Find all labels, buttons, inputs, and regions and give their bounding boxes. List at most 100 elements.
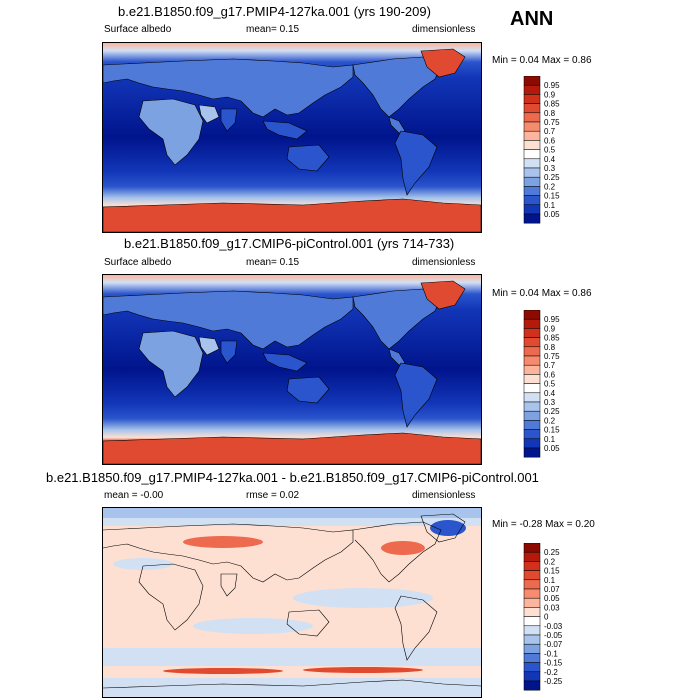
colorbar-tick-label: 0.8 <box>544 109 556 118</box>
panel-3-mean-label: mean = -0.00 <box>104 490 164 501</box>
colorbar-swatch <box>523 204 541 215</box>
panel-1-title: b.e21.B1850.f09_g17.PMIP4-127ka.001 (yrs… <box>118 4 431 19</box>
panel-1-antarctica <box>103 198 481 232</box>
colorbar-tick-label: 0.25 <box>544 407 560 416</box>
colorbar-tick-label: 0.4 <box>544 155 556 164</box>
colorbar-tick-label: 0.6 <box>544 136 556 145</box>
colorbar-swatch <box>523 634 541 645</box>
colorbar-swatch <box>523 195 541 206</box>
colorbar-swatch <box>523 76 541 86</box>
panel-2-variable-label: Surface albedo <box>104 257 172 268</box>
colorbar-swatch <box>523 438 541 449</box>
panel-1-eurasia <box>103 58 354 118</box>
colorbar-swatch <box>523 447 541 458</box>
colorbar-swatch <box>523 579 541 590</box>
colorbar-tick-label: 0.25 <box>544 548 560 557</box>
panel-1-map <box>102 42 482 233</box>
colorbar-swatch <box>523 94 541 104</box>
colorbar-tick-label: -0.07 <box>544 640 563 649</box>
colorbar-swatch <box>523 355 541 366</box>
colorbar-tick-label: -0.03 <box>544 622 563 631</box>
panel-2-india <box>220 340 238 364</box>
panel-2-south-america <box>394 362 438 428</box>
panel-2-title: b.e21.B1850.f09_g17.CMIP6-piControl.001 … <box>124 236 455 251</box>
colorbar-swatch <box>523 213 541 224</box>
colorbar-tick-label: 0.6 <box>544 370 556 379</box>
colorbar-tick-label: 0.15 <box>544 426 560 435</box>
colorbar-tick-label: 0.75 <box>544 352 560 361</box>
panel-3-rmse-label: rmse = 0.02 <box>246 490 300 501</box>
colorbar-swatch <box>523 149 541 160</box>
colorbar-swatch <box>523 328 541 338</box>
colorbar-tick-label: 0.9 <box>544 324 556 333</box>
colorbar-tick-label: -0.1 <box>544 649 558 658</box>
colorbar-tick-label: -0.05 <box>544 631 563 640</box>
panel-2-minmax-label: Min = 0.04 Max = 0.86 <box>492 288 592 299</box>
panel-3-anomaly-patches <box>103 508 481 697</box>
panel-2-arabia <box>198 336 220 356</box>
colorbar-tick-label: 0.4 <box>544 389 556 398</box>
panel-2-seasia <box>262 352 308 372</box>
colorbar-tick-label: 0.5 <box>544 146 556 155</box>
colorbar-tick-label: 0.3 <box>544 398 556 407</box>
colorbar-swatch <box>523 186 541 196</box>
panel-1-india <box>220 108 238 132</box>
colorbar-tick-label: 0.9 <box>544 90 556 99</box>
colorbar-tick-label: 0.05 <box>544 444 560 453</box>
panel-2-land <box>103 280 481 464</box>
colorbar-tick-label: 0.15 <box>544 567 560 576</box>
colorbar-swatch <box>523 429 541 440</box>
panel-3-coastlines <box>103 513 481 689</box>
colorbar-swatch <box>523 616 541 627</box>
colorbar-swatch <box>523 680 541 691</box>
colorbar-tick-label: 0.5 <box>544 380 556 389</box>
colorbar-swatch <box>523 167 541 178</box>
colorbar-swatch <box>523 588 541 599</box>
colorbar-swatch <box>523 570 541 581</box>
colorbar-swatch <box>523 662 541 673</box>
colorbar-swatch <box>523 158 541 169</box>
colorbar-swatch <box>523 374 541 384</box>
panel-1-minmax-label: Min = 0.04 Max = 0.86 <box>492 55 592 66</box>
panel-2-eurasia <box>103 290 354 350</box>
colorbar-tick-label: 0.05 <box>544 594 560 603</box>
colorbar-swatch <box>523 625 541 636</box>
colorbar-swatch <box>523 84 541 95</box>
panel-2-map <box>102 274 482 465</box>
colorbar-tick-label: 0.8 <box>544 343 556 352</box>
panel-2-colorbar: 0.950.90.850.80.750.70.60.50.40.30.250.2… <box>523 310 560 458</box>
colorbar-tick-label: 0.1 <box>544 576 556 585</box>
colorbar-tick-label: 0.85 <box>544 100 560 109</box>
panel-1-greenland <box>420 48 466 78</box>
panel-1-africa <box>138 98 204 166</box>
panel-2-africa <box>138 330 204 398</box>
colorbar-tick-label: 0.2 <box>544 182 556 191</box>
colorbar-swatch <box>523 392 541 403</box>
colorbar-tick-label: 0.2 <box>544 416 556 425</box>
colorbar-tick-label: 0.15 <box>544 192 560 201</box>
colorbar-swatch <box>523 420 541 430</box>
panel-1-variable-label: Surface albedo <box>104 24 172 35</box>
panel-1-south-america <box>394 130 438 196</box>
panel-1-mean-label: mean= 0.15 <box>246 24 300 35</box>
colorbar-tick-label: 0.1 <box>544 201 556 210</box>
colorbar-tick-label: 0.07 <box>544 585 560 594</box>
colorbar-tick-label: 0.7 <box>544 361 556 370</box>
panel-1-land <box>103 48 481 232</box>
colorbar-tick-label: 0.85 <box>544 334 560 343</box>
colorbar-tick-label: -0.15 <box>544 659 563 668</box>
panel-1-arabia <box>198 104 220 124</box>
colorbar-swatch <box>523 112 541 123</box>
panel-3-colorbar: 0.250.20.150.10.070.050.030-0.03-0.05-0.… <box>523 543 563 691</box>
colorbar-swatch <box>523 401 541 412</box>
colorbar-swatch <box>523 643 541 654</box>
season-label: ANN <box>510 8 554 30</box>
colorbar-swatch <box>523 364 541 375</box>
panel-3-minmax-label: Min = -0.28 Max = 0.20 <box>492 519 595 530</box>
colorbar-swatch <box>523 121 541 132</box>
colorbar-swatch <box>523 310 541 320</box>
colorbar-tick-label: 0.95 <box>544 81 560 90</box>
colorbar-swatch <box>523 410 541 421</box>
panel-1-australia <box>286 144 330 172</box>
colorbar-tick-label: 0.05 <box>544 210 560 219</box>
